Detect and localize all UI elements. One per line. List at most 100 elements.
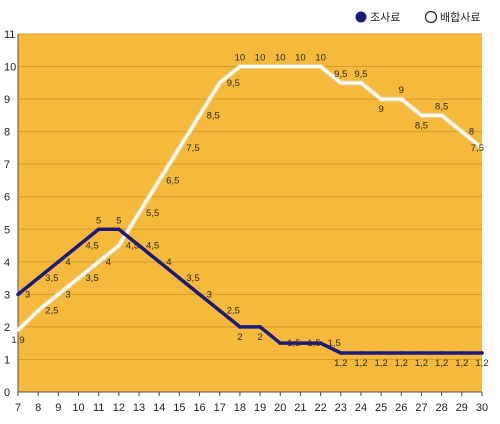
series-1-point	[379, 351, 383, 355]
series-2-data-label: 3,5	[86, 273, 99, 284]
series-1-point	[36, 276, 40, 280]
x-tick-label: 21	[294, 402, 306, 414]
series-2-data-label: 6,5	[166, 175, 179, 186]
series-2-point	[359, 81, 363, 85]
series-2-point	[137, 211, 141, 215]
series-1-point	[399, 351, 404, 355]
x-tick-label: 9	[55, 402, 61, 414]
x-tick-label: 29	[456, 402, 468, 414]
series-2-line	[16, 65, 483, 332]
series-1-data-label: 5	[96, 215, 101, 226]
series-1-data-label: 1,5	[328, 338, 341, 349]
series-1-data-label: 4	[65, 257, 70, 268]
series-1-point	[460, 351, 464, 355]
series-1-point	[56, 260, 61, 264]
series-1-data-label: 1,5	[287, 338, 300, 349]
series-1-data-label: 1,2	[415, 358, 428, 369]
plot-area	[18, 34, 482, 392]
y-tick-label: 10	[4, 62, 16, 74]
series-1-point	[76, 243, 81, 248]
series-1-point	[359, 351, 363, 355]
x-tick-label: 11	[93, 402, 104, 414]
series-2-point	[76, 276, 81, 280]
series-2-data-label: 8	[469, 127, 474, 138]
series-1-data-label: 1,5	[307, 338, 320, 349]
series-2-point	[56, 292, 60, 296]
series-2-point	[157, 178, 161, 183]
x-tick-label: 12	[113, 402, 125, 414]
series-layer	[16, 64, 484, 355]
series-2-data-label: 2,5	[45, 306, 58, 317]
series-2-data-label: 4,5	[126, 241, 139, 252]
series-2-data-label: 8,5	[207, 110, 220, 121]
series-2-data-label: 7,5	[471, 143, 484, 154]
series-1-data-label: 3,5	[45, 273, 58, 284]
series-2-point	[197, 113, 202, 117]
series-1-point	[157, 260, 162, 264]
x-tick-label: 20	[274, 402, 286, 414]
y-tick-label: 3	[4, 289, 10, 301]
legend-label-series-1: 조사료	[370, 11, 400, 24]
series-2-point	[440, 113, 444, 117]
series-1-point	[278, 341, 283, 345]
series-2-point	[258, 64, 262, 69]
series-2-data-label: 5,5	[146, 208, 159, 219]
x-tick-label: 19	[254, 402, 266, 414]
series-2-point	[177, 146, 181, 150]
series-2-data-label: 9	[399, 85, 404, 96]
series-2-point	[379, 97, 383, 101]
series-1-point	[16, 292, 20, 297]
x-tick-label: 8	[35, 402, 41, 414]
x-tick-label: 7	[15, 402, 21, 414]
x-tick-label: 10	[72, 402, 84, 414]
x-tick-label: 18	[234, 402, 246, 414]
legend-marker-series-2	[424, 10, 438, 24]
x-tick-label: 22	[314, 402, 326, 414]
series-2-data-label: 10	[235, 53, 246, 64]
series-1-point	[96, 227, 101, 232]
series-1-data-label: 1,2	[334, 358, 347, 369]
series-1-data-label: 1,2	[375, 358, 388, 369]
series-2-point	[339, 81, 343, 85]
y-tick-label: 2	[4, 322, 10, 334]
series-1-point	[439, 351, 444, 355]
series-1-point	[117, 227, 121, 232]
series-2-data-label: 10	[315, 53, 326, 64]
series-1-point	[419, 351, 424, 355]
series-2-point	[480, 146, 484, 150]
series-1-point	[238, 325, 242, 329]
x-tick-label: 30	[476, 402, 488, 414]
series-2-point	[460, 130, 464, 134]
series-2-point	[16, 328, 20, 332]
series-1-line	[16, 227, 482, 355]
series-2-data-label: 8,5	[415, 120, 428, 131]
series-2-point	[238, 64, 242, 69]
series-1-data-label: 4,5	[86, 241, 99, 252]
series-1-data-label: 4	[166, 257, 171, 268]
legend-marker-series-1	[355, 11, 367, 23]
x-tick-label: 23	[335, 402, 347, 414]
series-2-point	[97, 260, 101, 264]
series-1-point	[298, 341, 303, 345]
series-1-data-label: 1,2	[455, 358, 468, 369]
legend: 조사료 배합사료	[355, 10, 480, 24]
series-2-data-label: 3	[65, 289, 70, 300]
y-tick-label: 4	[4, 257, 10, 269]
data-labels: 3 3,5 4 4,5 5 5 4,5 4 3,5 3 2,5 2 2 1,5 1,5 1,5 1,2 1,2 1,…	[11, 53, 488, 369]
series-2-data-label: 7,5	[186, 143, 199, 154]
series-1-point	[338, 351, 343, 355]
series-1-data-label: 3,5	[186, 273, 199, 284]
series-1-data-label: 5	[116, 215, 121, 226]
series-2-data-label: 4	[106, 257, 111, 268]
series-1-data-label: 2	[257, 332, 262, 343]
series-2-point	[298, 64, 303, 69]
series-2-data-label: 10	[255, 53, 266, 64]
series-2-point	[117, 243, 121, 248]
y-tick-label: 6	[4, 192, 10, 204]
series-1-point	[258, 325, 262, 329]
x-tick-label: 15	[173, 402, 185, 414]
x-tick-label: 24	[355, 402, 367, 414]
y-tick-label: 11	[4, 29, 15, 41]
series-1-point	[137, 243, 141, 248]
series-1-data-label: 1,2	[435, 358, 448, 369]
